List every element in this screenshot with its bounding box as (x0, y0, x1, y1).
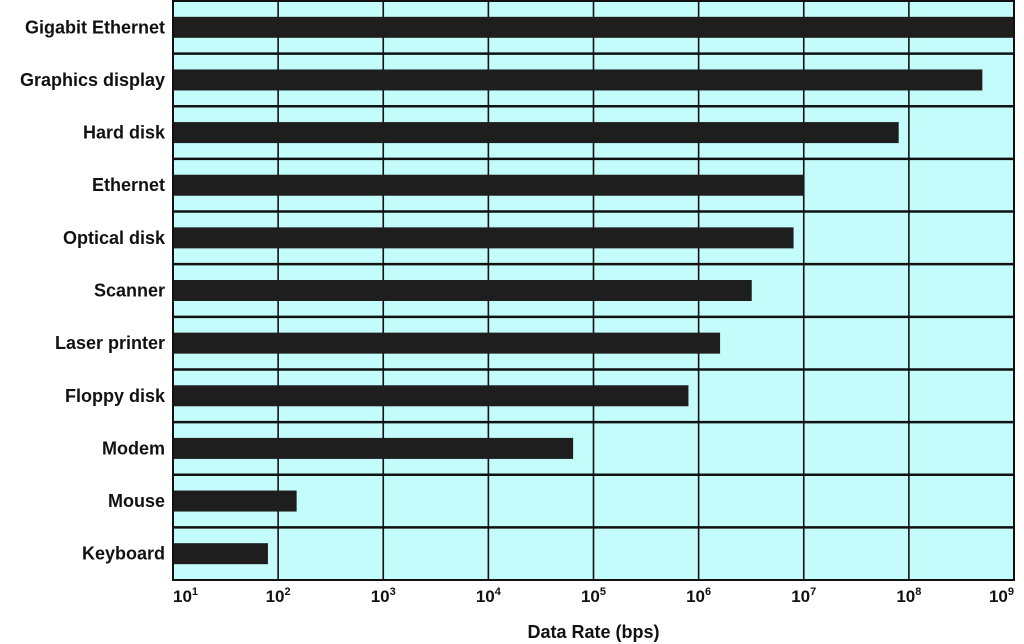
x-tick-label: 108 (896, 586, 921, 606)
x-tick-label: 109 (989, 586, 1014, 606)
x-axis-title: Data Rate (bps) (527, 622, 659, 642)
bar (173, 490, 297, 512)
x-tick-labels: 101 102 103 104 105 106 107 108 109 (173, 586, 1014, 606)
x-tick-label: 102 (266, 586, 291, 606)
category-labels: Gigabit Ethernet Graphics display Hard dis… (20, 17, 166, 563)
bar (173, 437, 574, 459)
category-label: Keyboard (82, 544, 165, 564)
category-label: Mouse (108, 491, 165, 511)
bar (173, 332, 721, 354)
category-label: Laser printer (55, 333, 165, 353)
category-label: Floppy disk (65, 386, 166, 406)
bar (173, 122, 899, 144)
category-label: Scanner (94, 281, 165, 301)
category-label: Hard disk (83, 123, 166, 143)
bar (173, 543, 268, 565)
category-label: Graphics display (20, 70, 165, 90)
bar (173, 385, 689, 407)
bars (173, 16, 1014, 565)
x-tick-label: 107 (791, 586, 816, 606)
row-separators (173, 52, 1014, 529)
category-label: Gigabit Ethernet (25, 17, 165, 37)
bar (173, 69, 983, 91)
category-label: Modem (102, 438, 165, 458)
category-label: Ethernet (92, 175, 165, 195)
x-tick-label: 104 (476, 586, 502, 606)
bar (173, 227, 794, 249)
x-tick-label: 101 (173, 586, 198, 606)
bar (173, 16, 1014, 38)
bar (173, 174, 804, 196)
category-label: Optical disk (63, 228, 166, 248)
x-tick-label: 106 (686, 586, 711, 606)
x-tick-label: 103 (371, 586, 396, 606)
bar (173, 280, 752, 301)
plot-frame (172, 0, 1015, 581)
x-tick-label: 105 (581, 586, 606, 606)
